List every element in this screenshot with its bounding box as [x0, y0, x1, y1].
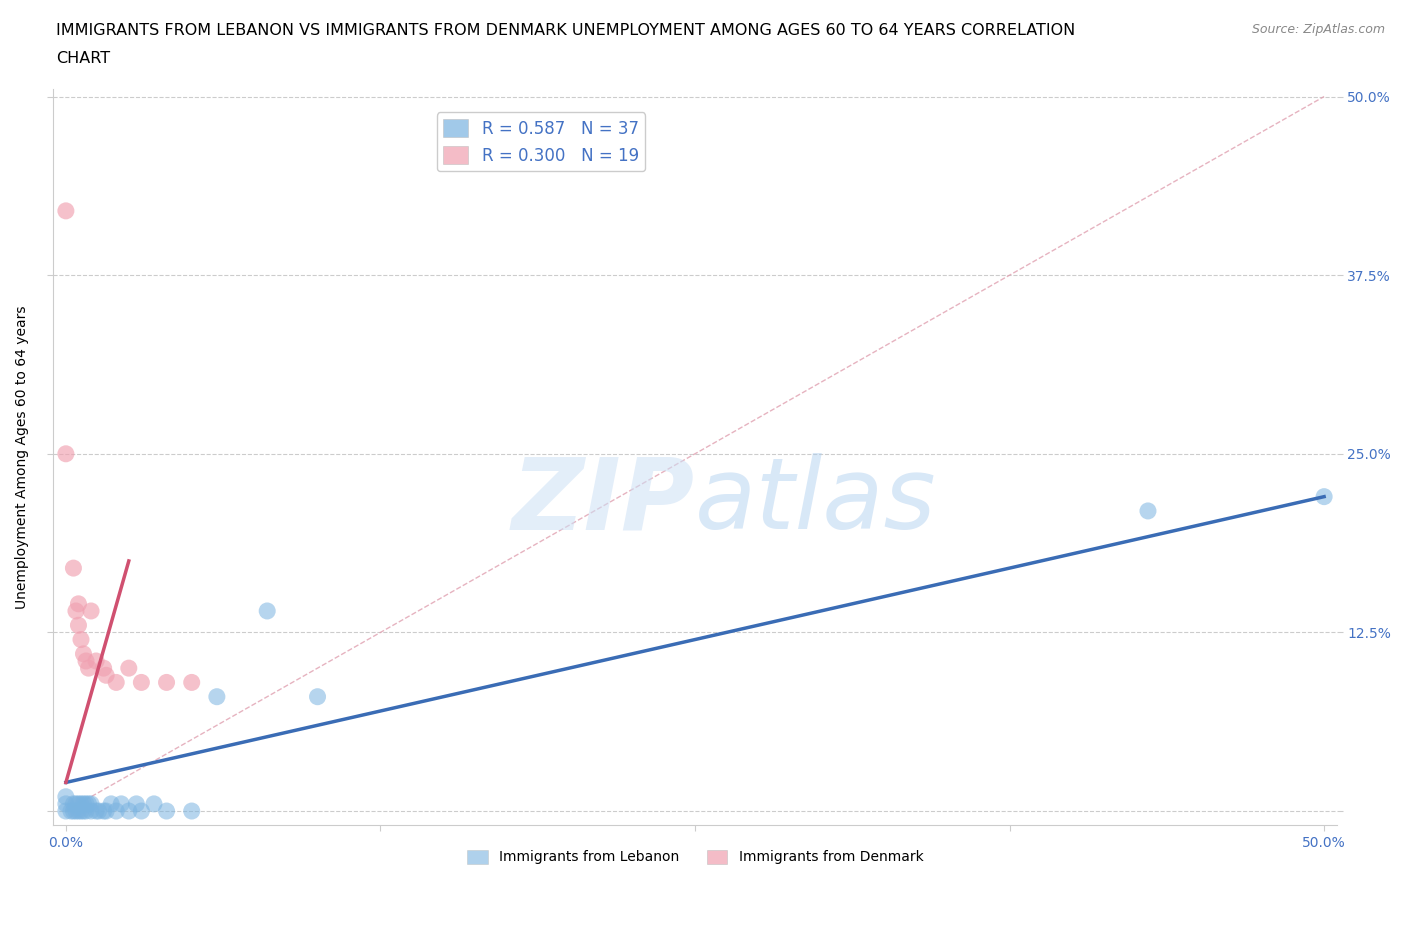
Text: atlas: atlas: [695, 453, 936, 550]
Point: [94, 804, 117, 818]
Point: [143, 796, 166, 811]
Point: [131, 675, 153, 690]
Point: [55, 446, 77, 461]
Point: [77, 660, 100, 675]
Point: [75, 796, 97, 811]
Point: [70, 632, 93, 647]
Point: [62, 804, 84, 818]
Point: [65, 796, 87, 811]
Point: [118, 804, 141, 818]
Point: [62, 561, 84, 576]
Point: [1313, 489, 1336, 504]
Point: [110, 796, 132, 811]
Legend: Immigrants from Lebanon, Immigrants from Denmark: Immigrants from Lebanon, Immigrants from…: [461, 844, 929, 870]
Point: [84, 804, 107, 818]
Y-axis label: Unemployment Among Ages 60 to 64 years: Unemployment Among Ages 60 to 64 years: [15, 306, 30, 609]
Point: [67, 804, 90, 818]
Point: [80, 804, 103, 818]
Point: [93, 660, 115, 675]
Point: [75, 654, 97, 669]
Text: ZIP: ZIP: [512, 453, 695, 550]
Point: [93, 804, 115, 818]
Point: [80, 604, 103, 618]
Point: [180, 804, 202, 818]
Point: [70, 804, 93, 818]
Point: [62, 796, 84, 811]
Point: [55, 796, 77, 811]
Point: [307, 689, 329, 704]
Point: [67, 618, 90, 632]
Point: [100, 796, 122, 811]
Point: [125, 796, 148, 811]
Point: [256, 604, 278, 618]
Point: [72, 804, 94, 818]
Point: [105, 675, 128, 690]
Point: [72, 646, 94, 661]
Point: [70, 796, 93, 811]
Point: [67, 596, 90, 611]
Point: [65, 604, 87, 618]
Text: CHART: CHART: [56, 51, 110, 66]
Point: [87, 804, 110, 818]
Point: [75, 804, 97, 818]
Point: [59, 804, 82, 818]
Point: [55, 204, 77, 219]
Point: [105, 804, 128, 818]
Point: [155, 804, 177, 818]
Text: IMMIGRANTS FROM LEBANON VS IMMIGRANTS FROM DENMARK UNEMPLOYMENT AMONG AGES 60 TO: IMMIGRANTS FROM LEBANON VS IMMIGRANTS FR…: [56, 23, 1076, 38]
Point: [84, 654, 107, 669]
Point: [77, 796, 100, 811]
Point: [80, 796, 103, 811]
Text: Source: ZipAtlas.com: Source: ZipAtlas.com: [1251, 23, 1385, 36]
Point: [72, 796, 94, 811]
Point: [1136, 503, 1159, 518]
Point: [55, 804, 77, 818]
Point: [155, 675, 177, 690]
Point: [205, 689, 228, 704]
Point: [67, 796, 90, 811]
Point: [65, 804, 87, 818]
Point: [118, 660, 141, 675]
Point: [94, 668, 117, 683]
Point: [55, 790, 77, 804]
Point: [180, 675, 202, 690]
Point: [131, 804, 153, 818]
